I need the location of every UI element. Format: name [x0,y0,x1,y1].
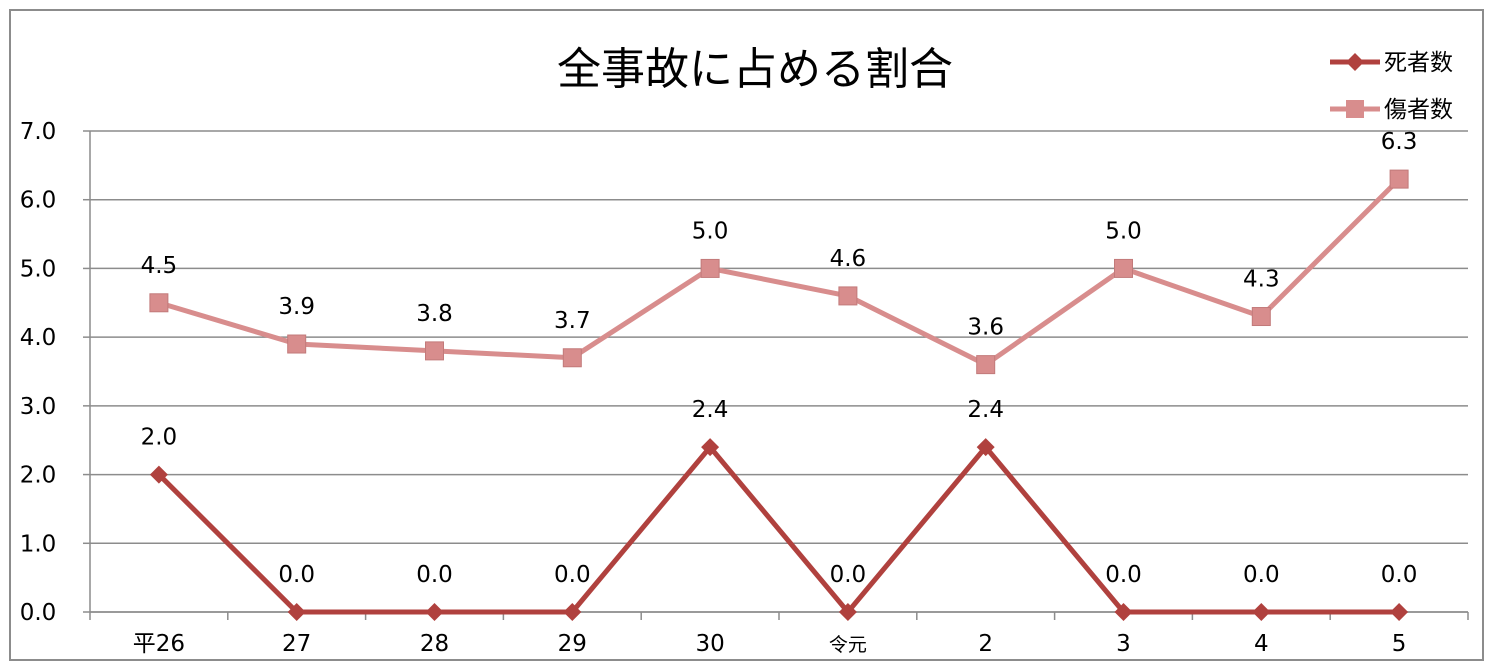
data-label: 3.7 [554,308,591,334]
data-point-square [700,258,720,278]
y-tick-label: 5.0 [20,256,57,282]
data-label: 2.0 [141,425,178,451]
data-point-diamond [425,603,444,621]
y-tick-label: 7.0 [20,119,57,145]
data-point-square [1114,258,1133,278]
y-tick-label: 2.0 [20,463,57,489]
y-tick-label: 3.0 [20,394,57,420]
data-label: 5.0 [1105,218,1142,244]
series-line-deaths [157,444,1400,615]
y-tick-label: 1.0 [20,531,57,557]
data-point-diamond [287,603,306,621]
legend-label: 傷者数 [1384,97,1453,123]
data-label: 4.3 [1243,267,1280,293]
x-tick-label: 29 [558,631,587,657]
data-point-square [562,348,582,368]
x-tick-label: 4 [1254,631,1269,657]
data-label: 2.4 [967,397,1004,423]
y-tick-label: 6.0 [20,188,57,214]
y-tick-label: 4.0 [20,325,57,351]
data-label: 0.0 [1243,562,1280,588]
data-point-diamond [838,603,857,621]
legend-label: 死者数 [1384,50,1453,76]
x-tick-label: 2 [978,631,993,657]
series-line-injuries [158,177,1401,368]
data-label: 0.0 [554,562,591,588]
data-label: 6.3 [1381,129,1418,155]
data-point-square [838,286,858,306]
chart-frame [9,9,1484,661]
data-label: 3.6 [967,315,1004,341]
legend-marker-square [1346,100,1364,118]
data-point-diamond [149,465,168,484]
data-label: 3.9 [278,294,315,320]
x-tick-label: 令元 [829,634,867,656]
data-point-square [976,355,996,375]
y-tick-label: 0.0 [20,600,57,626]
data-point-diamond [976,438,995,457]
gridlines [90,130,1468,613]
axes: 0.0 1.0 2.0 3.0 4.0 5.0 6.0 7.0 平26 27 28 29 30 令元 2 3 4… [20,119,1469,657]
data-point-square [149,293,169,313]
legend-marker-diamond [1346,53,1364,71]
data-label: 4.5 [141,253,178,279]
data-label: 0.0 [1105,562,1142,588]
x-tick-label: 28 [420,631,449,657]
data-point-square [425,341,444,361]
data-label: 4.6 [830,246,867,272]
data-label: 3.8 [416,301,453,327]
data-label: 0.0 [278,562,315,588]
series-group [149,169,1409,621]
data-point-diamond [701,438,720,457]
data-labels: 4.5 3.9 3.8 3.7 5.0 4.6 3.6 5.0 4.3 6.3 2.0 0.0 0.0 0… [141,129,1418,588]
data-label: 0.0 [1381,562,1418,588]
x-tick-label: 5 [1392,631,1407,657]
data-label: 5.0 [692,218,729,244]
data-point-diamond [1252,603,1271,621]
x-tick-label: 30 [695,631,724,657]
x-tick-label: 27 [282,631,311,657]
data-label: 2.4 [692,397,729,423]
data-point-diamond [563,603,582,621]
data-point-square [287,334,307,354]
data-label: 0.0 [416,562,453,588]
chart-title: 全事故に占める割合 [557,44,953,95]
data-point-diamond [1390,603,1409,621]
data-point-square [1251,307,1271,327]
data-label: 0.0 [830,562,867,588]
x-tick-label: 平26 [133,631,185,657]
x-tick-label: 3 [1116,631,1131,657]
data-point-diamond [1114,603,1133,621]
data-point-square [1389,169,1409,189]
